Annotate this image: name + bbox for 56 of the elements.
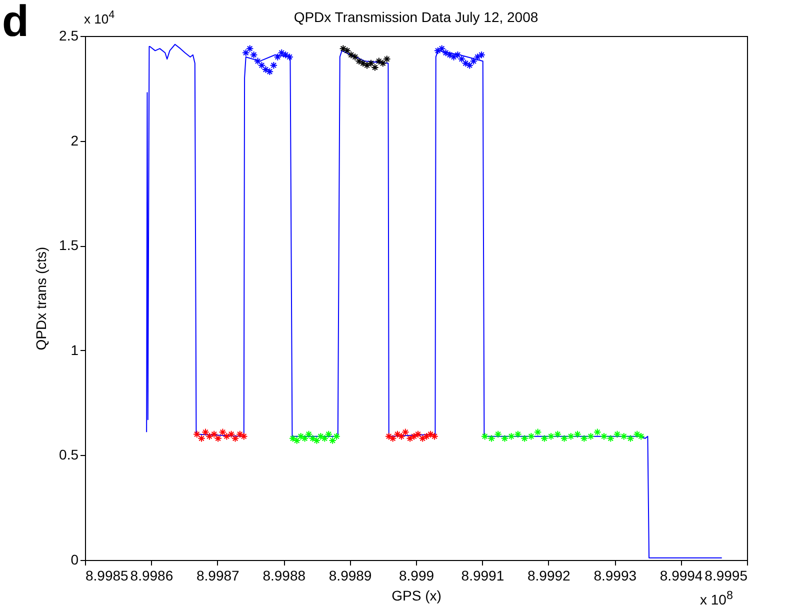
- text: x 10$^{8}$: [700, 589, 733, 608]
- point: [422, 432, 430, 440]
- point: [410, 432, 418, 440]
- x-tick-label: 8.9991: [461, 568, 504, 584]
- y-tick-label: 0.5: [59, 446, 79, 463]
- y-tick-label: 2: [70, 132, 79, 148]
- point: [637, 432, 645, 440]
- x-tick-label: 8.9985: [86, 568, 129, 584]
- point: [343, 46, 352, 55]
- x-axis-title: GPS (x): [392, 588, 442, 604]
- x-tick-label: 8.9993: [594, 568, 637, 584]
- text: x 10$^{4}$: [84, 9, 115, 26]
- point: [347, 51, 355, 59]
- point: [278, 48, 286, 57]
- point: [258, 61, 266, 70]
- chart-title: QPDx Transmission Data July 12, 2008: [294, 9, 538, 25]
- y-tick-label: 1.5: [59, 237, 79, 254]
- point: [430, 432, 438, 440]
- point: [474, 53, 482, 61]
- point: [359, 59, 367, 68]
- x-tick-label: 8.9987: [196, 568, 240, 584]
- x-tick-label: 8.999: [398, 568, 434, 584]
- point: [600, 432, 608, 440]
- point: [242, 48, 250, 57]
- point: [458, 55, 466, 63]
- point: [339, 44, 348, 52]
- point: [355, 57, 363, 66]
- point: [466, 61, 474, 70]
- y-axis-title: QPDx trans (cts): [33, 246, 50, 350]
- point: [438, 44, 446, 52]
- point: [351, 53, 359, 61]
- y-tick-label: 1: [70, 342, 79, 358]
- x-tick-label: 8.9989: [328, 568, 372, 584]
- point: [454, 51, 462, 59]
- x-tick-label: 8.9994: [660, 568, 703, 584]
- point: [434, 46, 442, 55]
- point: [250, 51, 258, 59]
- x-tick-label: 8.9986: [130, 568, 174, 584]
- point: [442, 48, 450, 57]
- point: [478, 51, 486, 59]
- text: d: [2, 0, 29, 46]
- x-tick-label: 8.9992: [527, 568, 571, 584]
- point: [266, 68, 274, 76]
- point: [450, 53, 458, 61]
- y-tick-label: 2.5: [59, 28, 79, 44]
- x-tick-label: 8.9988: [262, 568, 306, 584]
- point: [480, 432, 489, 440]
- point: [286, 53, 294, 61]
- point: [254, 57, 262, 66]
- y-tick-label: 0: [70, 552, 79, 568]
- line-series: [146, 44, 722, 558]
- point: [446, 51, 454, 59]
- point: [332, 432, 340, 440]
- x-tick-label: 8.9995: [704, 568, 748, 584]
- point: [620, 432, 628, 440]
- point: [363, 61, 371, 70]
